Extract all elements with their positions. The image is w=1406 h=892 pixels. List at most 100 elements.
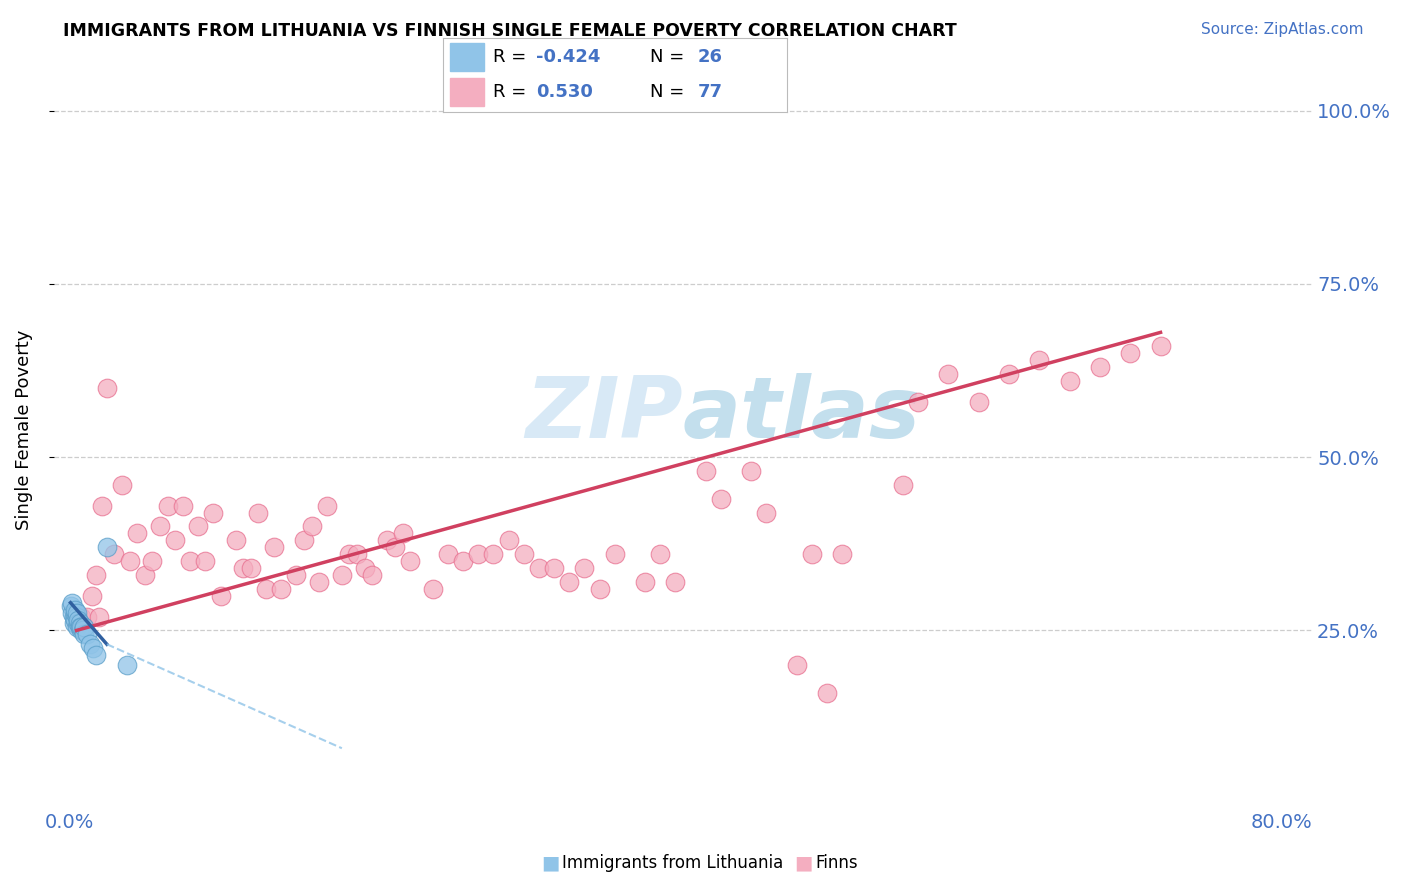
Point (149, 519, 172, 533)
Point (1059, 374, 1081, 388)
Point (361, 568, 384, 582)
Point (67, 616, 90, 631)
Point (202, 506, 225, 520)
Point (936, 367, 959, 381)
Text: Source: ZipAtlas.com: Source: ZipAtlas.com (1201, 22, 1364, 37)
Point (247, 506, 270, 520)
Point (209, 589, 232, 603)
Point (270, 582, 292, 596)
Point (308, 574, 330, 589)
Point (664, 574, 686, 589)
Point (815, 686, 838, 700)
Bar (450, 44, 484, 71)
Bar (450, 78, 484, 105)
Point (543, 561, 565, 575)
Point (558, 574, 581, 589)
Point (239, 561, 262, 575)
Point (62, 609, 84, 624)
Point (156, 499, 179, 513)
Point (301, 519, 323, 533)
Point (111, 478, 134, 492)
Point (80, 589, 103, 603)
Point (60, 606, 83, 620)
Point (232, 561, 254, 575)
Text: N =: N = (650, 83, 683, 101)
Text: ■: ■ (541, 854, 560, 872)
Point (891, 478, 914, 492)
Point (1149, 339, 1171, 353)
Point (89, 609, 111, 624)
Point (285, 568, 308, 582)
Point (65, 606, 87, 620)
Point (384, 540, 406, 554)
Point (451, 554, 474, 568)
Point (91, 499, 114, 513)
Point (194, 554, 217, 568)
Point (63, 613, 86, 627)
Point (73, 620, 96, 634)
Point (70, 609, 93, 624)
Point (603, 547, 626, 561)
Point (740, 464, 762, 478)
Point (437, 547, 460, 561)
Point (62, 616, 84, 631)
Point (634, 574, 657, 589)
Point (70, 624, 93, 638)
Point (353, 561, 375, 575)
Point (70, 620, 93, 634)
Point (482, 547, 505, 561)
Point (59, 599, 82, 614)
Point (73, 627, 96, 641)
Point (650, 547, 672, 561)
Point (65, 620, 87, 634)
Point (695, 464, 717, 478)
Point (63, 606, 86, 620)
Text: Immigrants from Lithuania: Immigrants from Lithuania (562, 855, 783, 872)
Point (67, 613, 90, 627)
Point (346, 547, 368, 561)
Point (831, 547, 853, 561)
Point (225, 533, 247, 548)
Point (1119, 346, 1142, 360)
Point (339, 547, 361, 561)
Text: 77: 77 (697, 83, 723, 101)
Point (710, 491, 733, 506)
Point (118, 554, 141, 568)
Text: N =: N = (650, 48, 683, 66)
Point (513, 547, 536, 561)
Text: -0.424: -0.424 (536, 48, 600, 66)
Point (998, 367, 1021, 381)
Point (69, 620, 91, 634)
Point (79, 637, 101, 651)
Point (76, 609, 98, 624)
Point (292, 533, 315, 548)
Point (967, 394, 990, 409)
Point (179, 554, 201, 568)
Point (96, 540, 118, 554)
Text: ■: ■ (794, 854, 813, 872)
Text: R =: R = (494, 83, 526, 101)
Point (84, 568, 107, 582)
Point (527, 561, 550, 575)
Point (60, 596, 83, 610)
Point (69, 616, 91, 631)
Point (187, 519, 209, 533)
Point (82, 640, 104, 655)
Point (165, 533, 187, 548)
Point (786, 658, 808, 673)
Point (127, 526, 149, 541)
Text: Finns: Finns (815, 855, 858, 872)
Text: ZIP: ZIP (526, 373, 683, 456)
Point (172, 499, 194, 513)
Point (800, 547, 823, 561)
Point (498, 533, 520, 548)
Point (115, 658, 138, 673)
Point (134, 568, 156, 582)
Text: R =: R = (494, 48, 526, 66)
Point (330, 568, 353, 582)
Point (263, 540, 285, 554)
Point (63, 602, 86, 616)
Point (399, 554, 422, 568)
Point (422, 582, 444, 596)
Point (65, 609, 87, 624)
